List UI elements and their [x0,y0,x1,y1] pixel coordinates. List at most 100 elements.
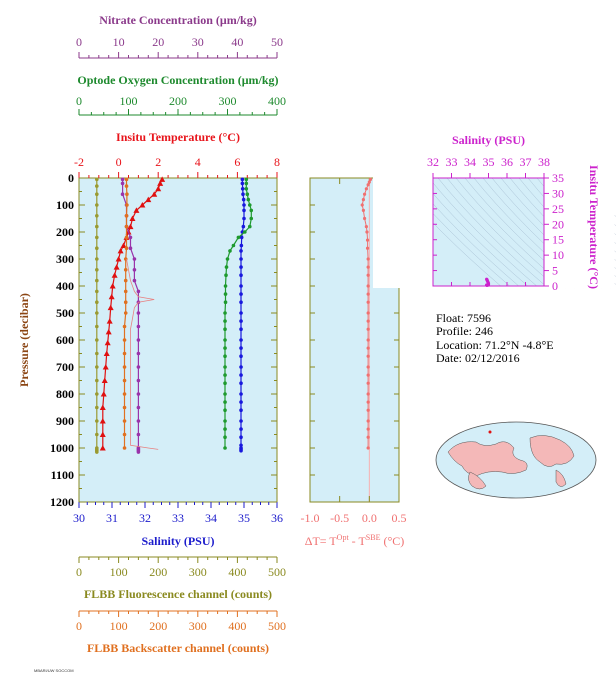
series-point-oxygen [246,197,251,202]
series-point-fluorescence [95,378,99,383]
series-point-nitrate [136,450,141,454]
top-tick-label-nitrate: 50 [271,35,283,49]
series-point-salinity [239,435,243,440]
dt-tick-label: -0.5 [330,511,349,525]
series-point-nitrate [136,405,141,410]
ts-y-tick-label: 15 [552,233,564,247]
series-point-oxygen [224,265,229,269]
series-point-nitrate [132,257,137,261]
dt-axis-title-part: ΔT= T [305,534,338,548]
ts-mask-bottom [431,286,546,297]
series-point-oxygen [247,203,252,207]
series-point-backscatter [122,365,127,369]
dt-axis-title-sup: Opt [337,533,350,542]
series-point-temperature [117,247,124,254]
series-point-nitrate [136,392,141,396]
dt-series-point [366,183,370,187]
series-point-salinity [239,257,243,261]
series-point-nitrate [136,432,141,437]
series-point-fluorescence [95,278,99,283]
series-point-fluorescence [95,246,99,250]
top-tick-label-temperature: 8 [274,155,280,169]
series-point-temperature [145,196,152,203]
series-point-backscatter [123,289,128,294]
top-tick-label-nitrate: 10 [113,35,125,49]
series-point-oxygen [223,446,227,450]
series-point-oxygen [223,311,227,315]
series-point-nitrate [128,235,133,240]
series-point-salinity [239,273,243,278]
series-point-backscatter [122,419,127,423]
ts-y-tick-label: 25 [552,202,564,216]
series-point-salinity [241,192,245,196]
dt-series-point [366,273,370,277]
series-point-fluorescence [95,432,99,437]
info-profile: Profile: 246 [436,324,493,338]
dt-axis-title-part: - T [349,534,367,548]
series-point-temperature [139,202,146,208]
series-point-salinity [239,443,243,448]
series-point-fluorescence [95,311,99,315]
series-point-backscatter [122,432,127,437]
dt-series-point [362,192,367,196]
series-point-backscatter [124,177,129,182]
y-tick-label: 100 [56,198,74,212]
top-tick-label-nitrate: 40 [231,35,243,49]
series-point-salinity [239,365,243,369]
bottom-tick-label-salinity: 33 [172,511,184,525]
bottom-tick-label-backscatter: 200 [149,619,167,633]
series-point-temperature [127,223,134,230]
dt-tick-label: 0.0 [362,511,377,525]
series-point-nitrate [136,378,141,383]
top-tick-label-nitrate: 30 [192,35,204,49]
dt-series-point [366,300,370,304]
series-point-nitrate [136,289,141,294]
series-point-temperature [157,180,164,186]
series-point-oxygen [223,346,227,350]
series-point-oxygen [223,400,227,404]
series-point-temperature [108,293,115,300]
ts-density-contour [428,177,540,289]
y-tick-label: 500 [56,306,74,320]
y-tick-label: 1200 [50,495,74,509]
series-point-backscatter [124,235,129,240]
series-point-salinity [239,284,243,288]
y-axis-title: Pressure (decibar) [17,293,31,387]
series-point-oxygen [245,192,250,196]
series-point-salinity [241,197,246,202]
series-point-temperature [109,283,116,289]
ts-y-tick-label: 5 [552,264,558,278]
series-point-nitrate [120,181,125,186]
series-point-oxygen [223,419,227,423]
series-point-salinity [239,292,243,296]
dt-series-point [366,338,370,342]
series-point-temperature [100,391,107,397]
top-tick-label-temperature: 0 [116,155,122,169]
series-point-backscatter [122,446,127,450]
series-point-salinity [239,327,243,332]
series-point-salinity [242,216,246,221]
series-point-backscatter [124,214,129,218]
top-tick-label-nitrate: 0 [76,35,82,49]
y-tick-label: 600 [56,333,74,347]
dt-tick-label: 0.5 [392,511,407,525]
series-point-oxygen [224,273,228,278]
series-point-backscatter [123,300,128,305]
series-point-backscatter [123,311,128,315]
bottom-tick-label-fluorescence: 500 [268,565,286,579]
series-point-nitrate [136,324,141,329]
series-point-oxygen [243,230,247,234]
series-point-oxygen [223,338,227,342]
dt-series-point [366,381,370,385]
series-point-oxygen [223,327,227,332]
ts-density-contour [446,177,558,289]
series-point-nitrate [128,246,133,250]
top-tick-label-oxygen: 300 [219,94,237,108]
series-point-salinity [239,381,243,386]
top-axis-title-oxygen: Optode Oxygen Concentration (μm/kg) [77,73,278,87]
series-point-backscatter [124,184,129,188]
series-point-fluorescence [95,257,99,261]
dt-series-point [366,327,370,331]
series-point-oxygen [244,177,249,182]
